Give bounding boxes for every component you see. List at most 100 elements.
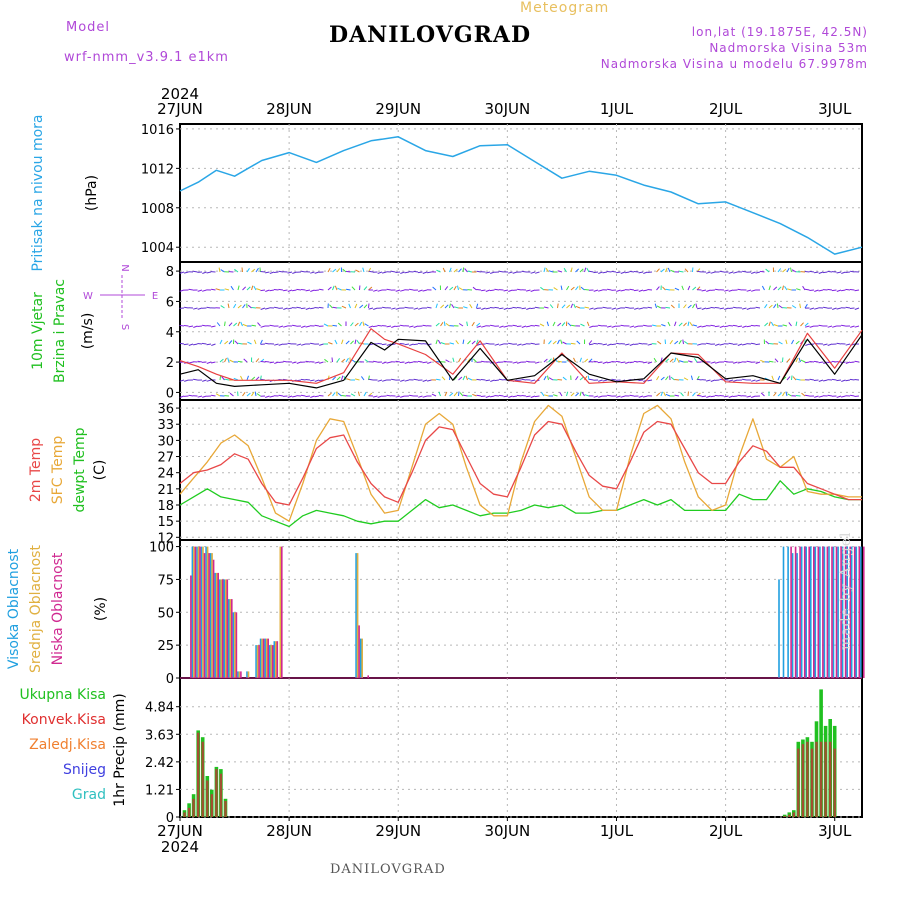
wind-barb: [728, 271, 734, 274]
wind-barb: [395, 360, 401, 363]
wind-barb: [785, 391, 788, 397]
wind-barb: [257, 322, 261, 327]
wind-barb: [516, 307, 522, 309]
wind-barb: [670, 304, 675, 309]
wind-barb: [845, 361, 851, 364]
wind-barb: [418, 395, 423, 398]
wind-barb: [508, 289, 513, 292]
wind-barb: [490, 271, 495, 274]
wind-barb: [773, 304, 777, 309]
y-tick-label: 33: [157, 418, 174, 433]
wind-barb: [346, 288, 351, 291]
elevation-label: Nadmorska Visina 53m: [709, 41, 868, 55]
wind-barb: [778, 341, 783, 345]
wind-barb: [197, 360, 203, 363]
wind-barb: [750, 324, 756, 327]
mid-cloud-bar: [211, 553, 213, 678]
wind-barb: [341, 375, 344, 381]
wind-barb: [849, 307, 855, 309]
wind-barb: [453, 285, 457, 291]
wind-barb: [247, 304, 252, 309]
low-cloud-bar: [281, 546, 283, 678]
wind-barb: [732, 324, 738, 327]
wind-barb: [616, 289, 621, 292]
wind-barb: [202, 271, 207, 274]
wind-barb: [719, 325, 725, 328]
wind-barb: [395, 271, 401, 273]
wind-barb: [615, 360, 621, 363]
wind-barb: [494, 288, 500, 291]
wind-barb: [751, 271, 756, 274]
wind-barb: [241, 267, 243, 273]
wind-barb: [345, 270, 351, 273]
wind-barb: [485, 307, 491, 310]
y-tick-label: 1004: [141, 241, 174, 256]
wind-barb: [724, 360, 729, 363]
wind-barb: [616, 307, 621, 310]
wind-barb: [746, 325, 752, 328]
wind-barb: [287, 271, 293, 274]
wind-barb: [269, 395, 275, 398]
x-tick-label-bottom: 27JUN: [157, 822, 203, 840]
wind-barb: [557, 322, 562, 327]
wind-barb: [342, 268, 347, 273]
high-cloud-bar: [273, 641, 276, 678]
wind-barb: [332, 376, 337, 381]
wind-barb: [418, 307, 423, 310]
wind-barb: [273, 271, 279, 273]
wind-barb: [777, 268, 782, 273]
wind-barb: [517, 343, 522, 346]
wind-barb: [755, 343, 761, 346]
low-cloud-bar: [790, 546, 792, 678]
wind-barb: [437, 339, 441, 345]
wind-barb: [845, 343, 851, 346]
wind-barb: [701, 289, 707, 292]
high-cloud-bar: [218, 579, 221, 678]
wind-barb: [530, 271, 536, 274]
wind-barb: [224, 357, 227, 363]
wind-barb: [796, 288, 801, 291]
wind-barb: [773, 286, 778, 291]
wind-barb: [255, 358, 260, 363]
wind-barb: [690, 375, 693, 381]
wind-barb: [854, 379, 860, 381]
wind-barb: [791, 305, 797, 309]
wind-barb: [197, 307, 203, 310]
wind-barb: [764, 304, 768, 309]
wind-barb: [382, 306, 387, 309]
wind-barb: [359, 321, 363, 327]
wind-barb: [755, 325, 761, 327]
mid-cloud-bar: [197, 546, 200, 678]
wind-barb: [422, 361, 428, 364]
wind-barb: [818, 361, 824, 364]
wind-barb: [665, 393, 671, 397]
wind-barb: [287, 307, 293, 310]
conv-precip-bar: [183, 812, 186, 817]
pressure-line: [179, 136, 863, 255]
wind-barb: [777, 375, 781, 381]
wind-barb: [804, 322, 809, 327]
wind-barb: [508, 395, 513, 398]
wind-barb: [197, 325, 203, 327]
wind-barb: [804, 303, 808, 309]
wind-barb: [714, 394, 720, 397]
wind-barb: [184, 379, 189, 382]
wind-barb: [629, 361, 635, 364]
y-tick-label: 75: [157, 573, 174, 588]
wind-barb: [242, 323, 248, 327]
wind-barb: [576, 340, 581, 345]
wind-barb: [547, 375, 549, 381]
wind-barb: [832, 325, 837, 328]
wind-barb: [305, 325, 311, 328]
wind-barb: [683, 322, 687, 327]
wind-barb: [314, 395, 320, 398]
wind-barb: [809, 361, 815, 363]
wind-barb: [638, 379, 644, 382]
wind-barb: [854, 289, 860, 292]
wind-barb: [530, 325, 536, 327]
wind-barb: [464, 268, 468, 273]
wind-barb: [453, 392, 458, 397]
wind-barb: [463, 306, 468, 309]
x-tick-label-bottom: 2JUL: [709, 822, 743, 840]
